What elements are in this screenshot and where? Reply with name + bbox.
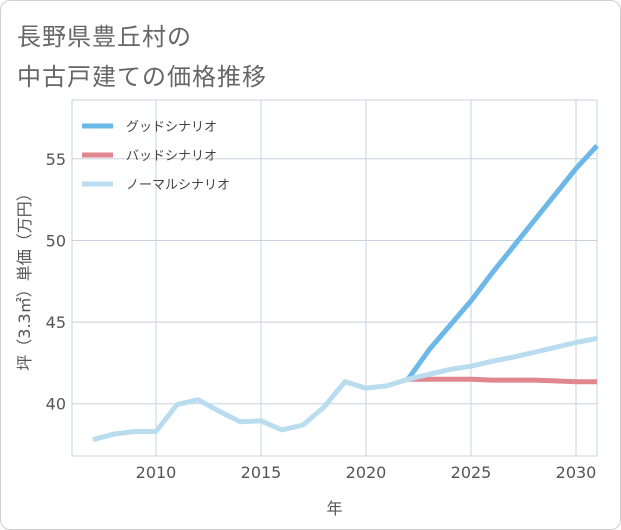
legend-label: バッドシナリオ: [126, 149, 217, 164]
good-scenario-line: [405, 144, 599, 381]
y-tick-label: 50: [46, 231, 66, 250]
y-axis-label: 坪（3.3㎡）単価（万円）: [15, 185, 34, 370]
chart-title-line-2: 中古戸建ての価格推移: [17, 63, 267, 91]
legend-item-normal: ノーマルシナリオ: [82, 178, 230, 193]
x-tick-label: 2020: [346, 463, 387, 482]
y-tick-label: 55: [46, 150, 66, 169]
y-tick-label: 45: [46, 313, 66, 332]
normal-scenario-line: [92, 335, 598, 443]
series-lines: [92, 144, 599, 443]
legend-item-good: グッドシナリオ: [82, 120, 217, 135]
x-axis-label: 年: [326, 499, 342, 518]
gridlines: [71, 99, 598, 457]
y-axis-ticks: 40 45 50 55: [46, 150, 66, 414]
x-axis-ticks: 2010 2015 2020 2025 2030: [136, 463, 597, 482]
x-tick-label: 2025: [451, 463, 492, 482]
x-tick-label: 2010: [136, 463, 177, 482]
bad-scenario-line: [408, 376, 597, 385]
legend-label: グッドシナリオ: [126, 120, 217, 135]
legend-label: ノーマルシナリオ: [126, 178, 230, 193]
legend-item-bad: バッドシナリオ: [82, 149, 217, 164]
plot-frame: [71, 99, 598, 457]
y-tick-label: 40: [46, 395, 66, 414]
chart-title-line-1: 長野県豊丘村の: [17, 23, 192, 51]
x-tick-label: 2030: [556, 463, 597, 482]
x-tick-label: 2015: [241, 463, 282, 482]
